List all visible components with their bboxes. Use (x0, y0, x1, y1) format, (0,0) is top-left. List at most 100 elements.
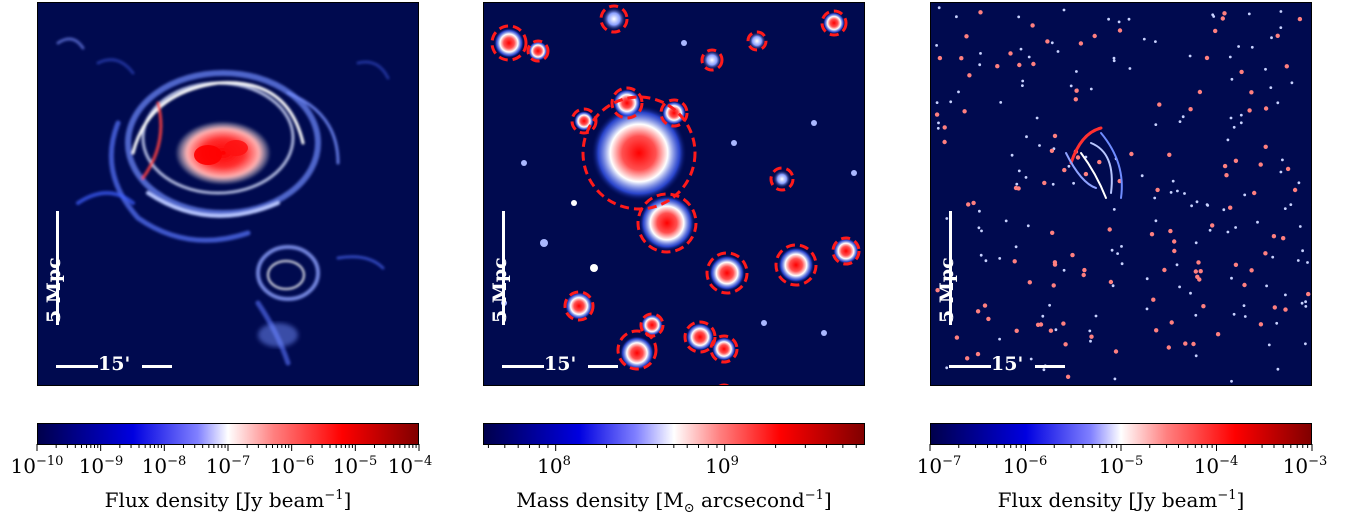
point-source (1078, 41, 1084, 46)
point-source (1073, 97, 1078, 102)
point-source (949, 100, 953, 104)
point-source (1154, 219, 1158, 223)
point-source (1107, 227, 1112, 232)
point-source (1220, 16, 1225, 21)
point-source (942, 139, 947, 145)
point-source (1142, 37, 1146, 41)
point-source (1029, 357, 1033, 361)
point-source (1275, 33, 1280, 38)
point-source (959, 56, 964, 61)
point-source (1062, 8, 1066, 12)
point-source (1116, 252, 1119, 256)
cbar1-tick: 10−6 (269, 454, 315, 478)
point-source (1157, 102, 1162, 107)
point-source (1228, 205, 1233, 210)
point-source (1027, 55, 1031, 59)
point-source (1233, 158, 1239, 163)
point-source (1242, 304, 1246, 307)
point-source (1306, 261, 1309, 264)
point-source (1021, 79, 1025, 83)
point-source (1062, 167, 1067, 173)
point-source (1279, 10, 1283, 13)
cbar1-tick: 10−4 (387, 454, 433, 478)
point-source (1181, 115, 1185, 119)
point-source (1270, 36, 1273, 40)
point-source (1061, 321, 1066, 326)
scalebar-horizontal (502, 365, 544, 368)
point-source (1082, 267, 1087, 273)
cbar2-tick: 108 (537, 454, 571, 478)
point-source (1304, 342, 1307, 346)
colorbar-ticks (36, 444, 1313, 451)
point-source (1237, 45, 1240, 48)
point-source (1025, 135, 1028, 139)
point-source (1183, 192, 1186, 195)
point-source (1012, 259, 1017, 264)
point-source (1042, 368, 1046, 372)
point-source (1247, 12, 1251, 16)
point-source (1196, 260, 1201, 265)
point-source (937, 121, 940, 125)
point-source (1222, 208, 1226, 212)
point-source (1258, 162, 1263, 167)
point-source (1072, 181, 1075, 185)
cbar2-tick: 109 (705, 454, 739, 478)
point-source (1014, 245, 1018, 249)
point-source (1304, 300, 1307, 304)
point-source (1008, 51, 1013, 56)
point-source (978, 63, 982, 67)
cbar1-tick: 10−9 (78, 454, 124, 478)
point-source (1167, 152, 1172, 157)
point-source (1171, 179, 1175, 183)
point-source (1149, 232, 1155, 237)
point-sources-colorbar-label: Flux density [Jy beam−1] (997, 488, 1245, 512)
point-source (964, 34, 969, 39)
point-source (1045, 39, 1050, 44)
point-source (1283, 307, 1288, 312)
point-source (1243, 315, 1247, 318)
point-source (1052, 260, 1058, 265)
point-source (1275, 321, 1279, 325)
point-source (975, 309, 981, 314)
point-source (1127, 17, 1131, 21)
point-sources-panel: 5 Mpc 15' (930, 2, 1312, 386)
scalebar-horizontal-end (588, 365, 618, 368)
point-source (1107, 17, 1110, 21)
point-source (1120, 245, 1123, 248)
point-source (1017, 62, 1022, 68)
point-source (966, 202, 971, 207)
point-source (1089, 87, 1093, 91)
point-source (1290, 81, 1294, 85)
point-source (1010, 153, 1014, 157)
point-source (1062, 268, 1066, 272)
point-source (1211, 13, 1215, 17)
point-source (1111, 284, 1115, 288)
point-source (998, 257, 1002, 260)
point-source (1017, 15, 1021, 19)
point-source (1129, 151, 1134, 157)
point-source (1145, 277, 1149, 281)
point-source (1065, 374, 1071, 379)
point-source (1094, 314, 1098, 318)
point-source (1283, 207, 1287, 211)
scalebar-angle-label: 15' (98, 353, 131, 375)
scalebar-horizontal (949, 365, 991, 368)
point-source (1271, 234, 1277, 239)
point-source (978, 10, 983, 15)
point-source (1239, 113, 1243, 117)
point-source (977, 226, 981, 230)
point-source (980, 229, 983, 233)
point-source (975, 351, 981, 357)
point-source (1049, 148, 1055, 153)
point-source (1197, 277, 1202, 282)
point-source (1224, 173, 1229, 178)
point-source (971, 200, 976, 206)
point-source (1194, 313, 1198, 317)
point-source (1113, 377, 1117, 381)
point-source (934, 112, 940, 117)
scalebar-length-label: 5 Mpc (936, 257, 958, 323)
point-source (1194, 241, 1198, 245)
point-source (954, 335, 960, 340)
point-source (1198, 269, 1203, 274)
point-source (1075, 155, 1081, 160)
